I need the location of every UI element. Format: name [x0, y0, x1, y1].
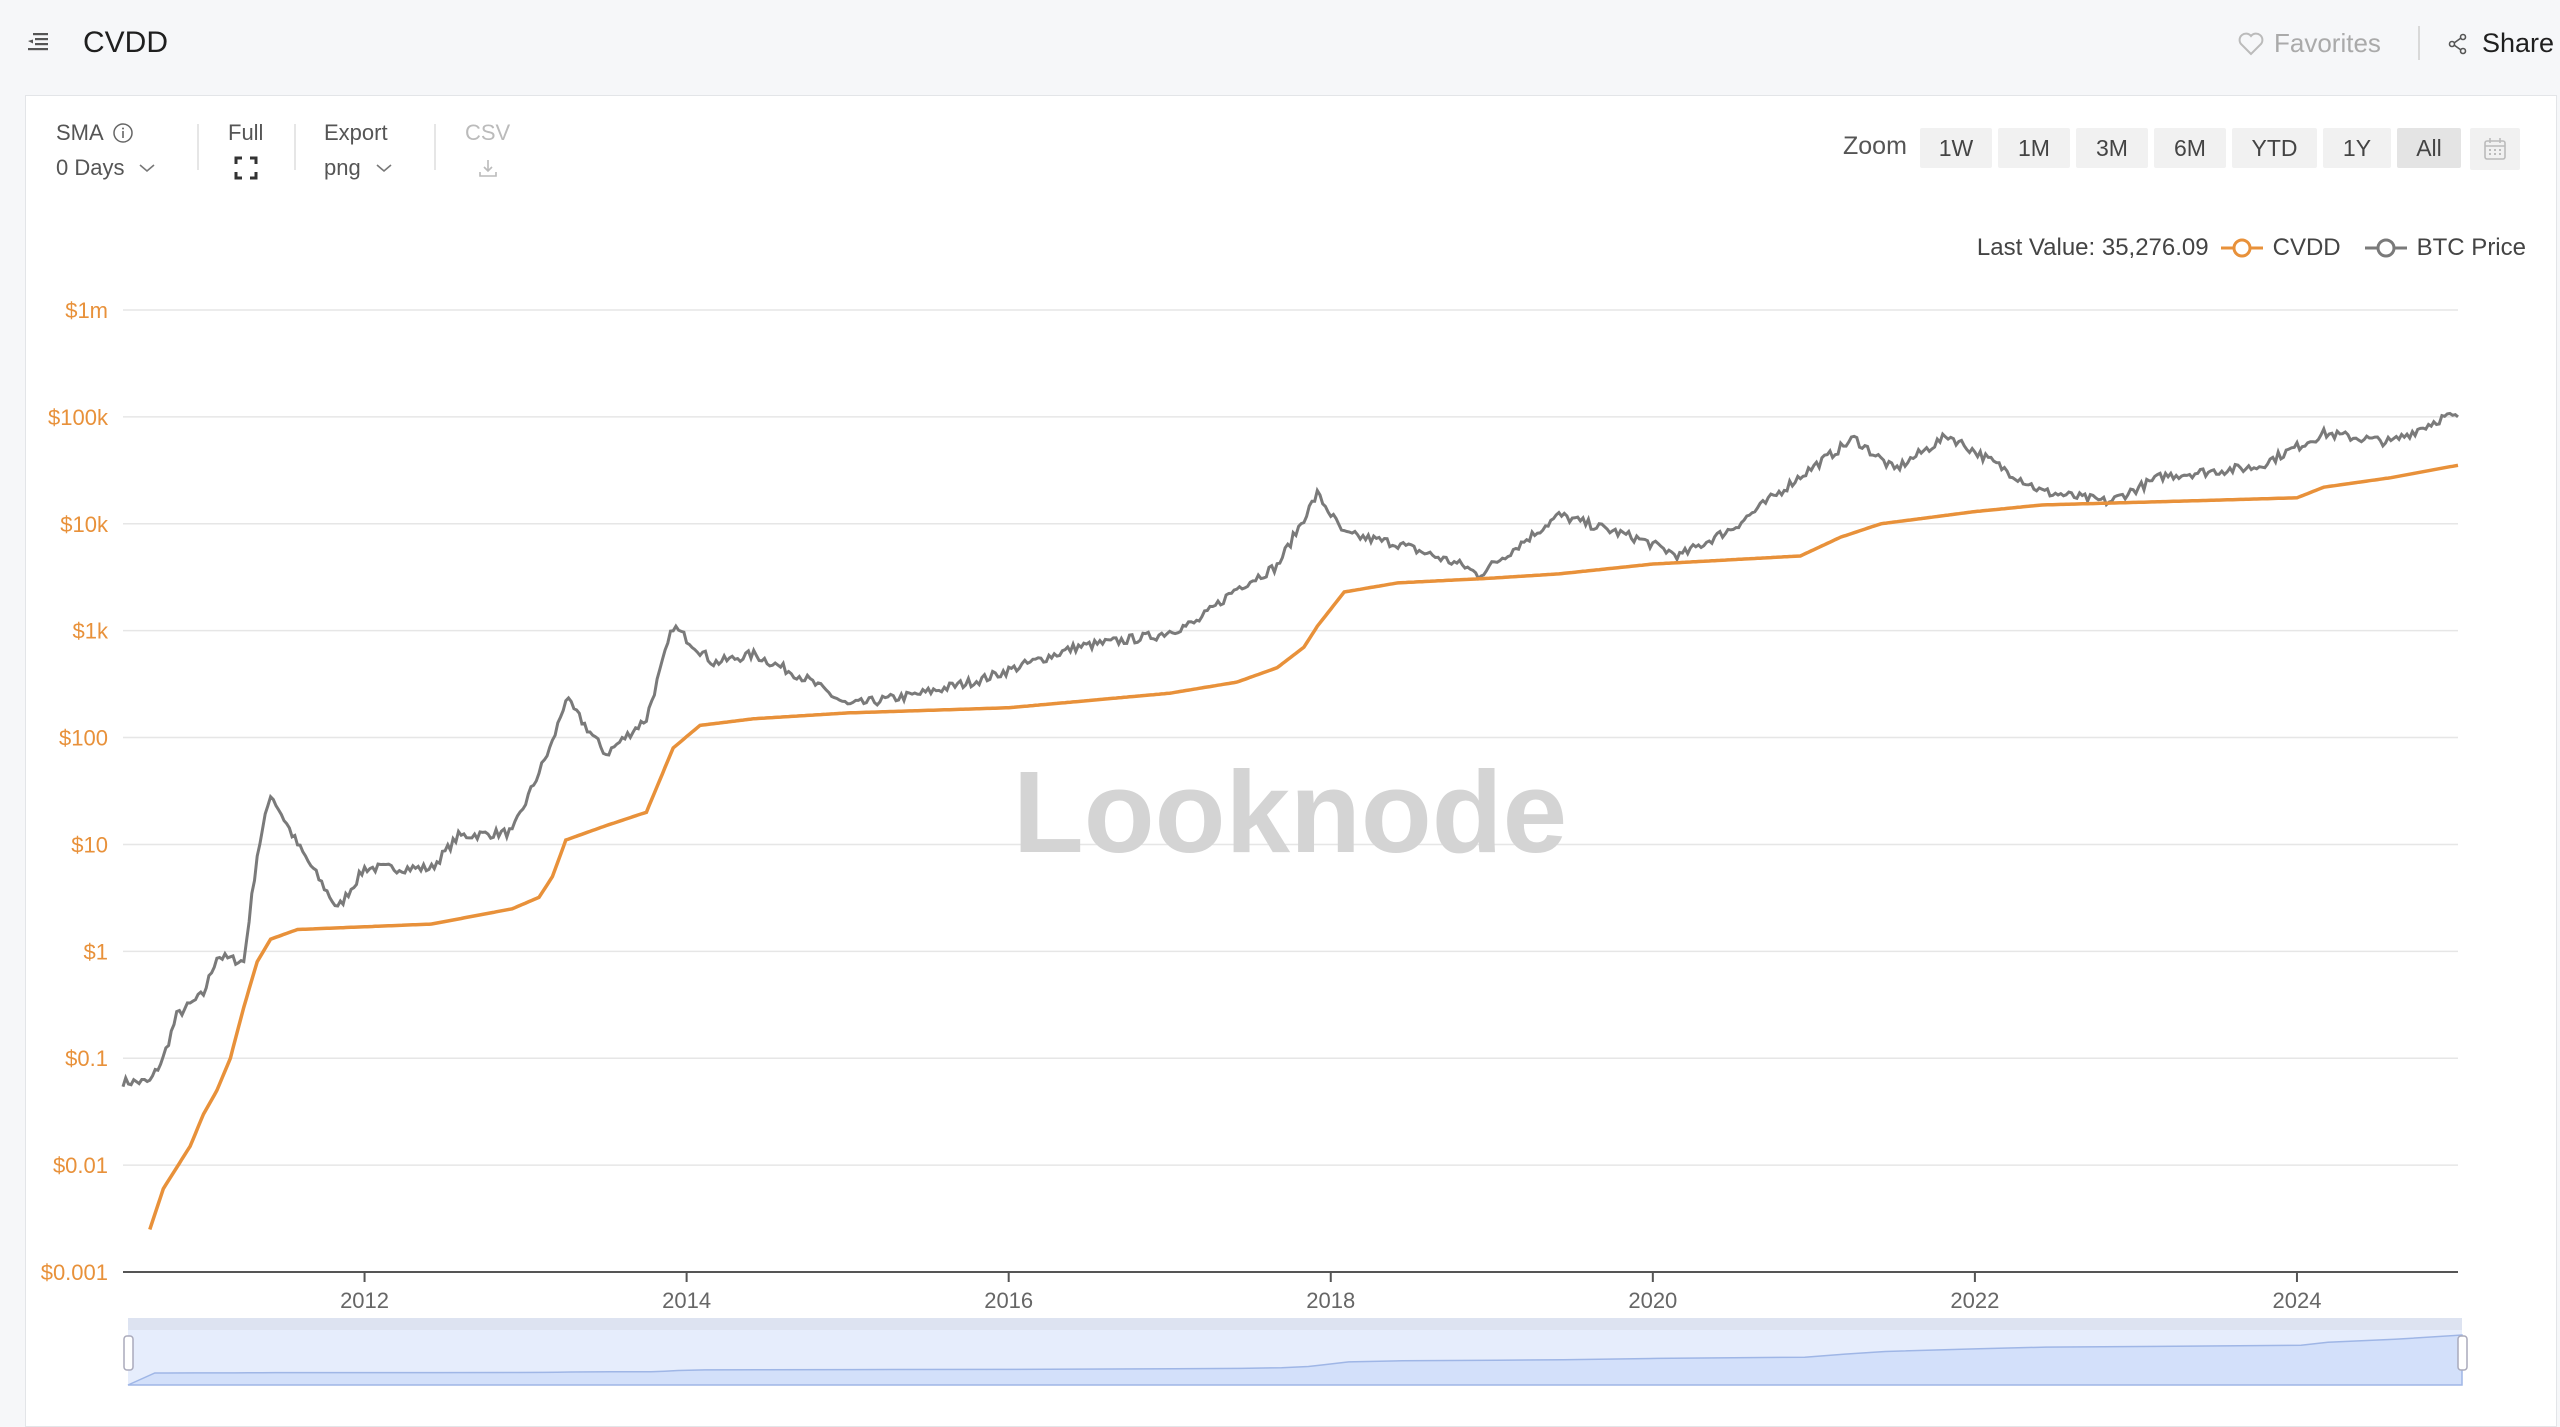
- x-tick-label: 2016: [984, 1288, 1033, 1313]
- x-tick-label: 2018: [1306, 1288, 1355, 1313]
- x-tick-label: 2024: [2272, 1288, 2321, 1313]
- series-line-btc-price[interactable]: [121, 411, 2459, 1088]
- x-tick-label: 2022: [1950, 1288, 1999, 1313]
- y-tick-label: $100k: [48, 405, 109, 430]
- legend-item-cvdd[interactable]: CVDD: [2219, 234, 2341, 262]
- sma-control[interactable]: SMA 0 Days: [56, 118, 156, 186]
- legend-label-btc: BTC Price: [2416, 234, 2526, 261]
- watermark: Looknode: [1013, 747, 1567, 877]
- legend-marker-cvdd: [2220, 238, 2263, 258]
- share-label: Share: [2482, 28, 2555, 58]
- legend-label-cvdd: CVDD: [2272, 234, 2341, 261]
- favorites-label: Favorites: [2274, 28, 2381, 58]
- toolbar-divider: [197, 124, 199, 170]
- last-value: Last Value: 35,276.09: [1976, 234, 2209, 261]
- zoom-1y-button[interactable]: 1Y: [2323, 128, 2391, 168]
- chevron-down-icon: [376, 164, 392, 173]
- share-icon: [2448, 33, 2467, 54]
- zoom-all-button[interactable]: All: [2397, 128, 2461, 168]
- collapse-menu-icon[interactable]: [26, 31, 50, 53]
- chevron-down-icon: [139, 164, 156, 173]
- y-tick-label: $10: [71, 832, 108, 857]
- zoom-6m-button[interactable]: 6M: [2154, 128, 2226, 168]
- chart-card: SMA 0 Days Full Export png CSV Zoom 1W 1…: [25, 95, 2557, 1427]
- y-tick-label: $0.1: [65, 1046, 108, 1071]
- toolbar-divider: [434, 124, 436, 170]
- export-label: Export: [324, 120, 388, 145]
- x-tick-label: 2020: [1628, 1288, 1677, 1313]
- export-control[interactable]: Export png: [324, 118, 393, 186]
- x-tick-label: 2012: [340, 1288, 389, 1313]
- zoom-ytd-button[interactable]: YTD: [2232, 128, 2317, 168]
- csv-label: CSV: [465, 120, 511, 145]
- navigator-handle-left[interactable]: [123, 1335, 134, 1371]
- export-format-select[interactable]: png: [324, 155, 361, 180]
- navigator-handle-right[interactable]: [2457, 1335, 2468, 1371]
- fullscreen-control[interactable]: Full: [228, 118, 263, 186]
- share-button[interactable]: Share: [2448, 28, 2554, 59]
- heart-icon: [2238, 32, 2264, 55]
- navigator-scrollbar[interactable]: [128, 1318, 2462, 1330]
- chart-legend: Last Value: 35,276.09 CVDD BTC Price: [1977, 234, 2526, 262]
- zoom-1m-button[interactable]: 1M: [1998, 128, 2070, 168]
- series-line-cvdd[interactable]: [148, 463, 2459, 1231]
- favorites-button[interactable]: Favorites: [2238, 28, 2381, 59]
- y-tick-label: $1k: [73, 619, 109, 644]
- y-tick-label: $1m: [65, 298, 108, 323]
- x-tick-label: 2014: [662, 1288, 711, 1313]
- page-title: CVDD: [83, 26, 169, 59]
- header-divider: [2418, 26, 2420, 60]
- zoom-3m-button[interactable]: 3M: [2076, 128, 2148, 168]
- date-range-button[interactable]: [2470, 128, 2520, 170]
- zoom-label: Zoom: [1843, 132, 1907, 160]
- y-tick-label: $0.001: [41, 1260, 108, 1285]
- info-icon[interactable]: [112, 122, 134, 144]
- sma-label: SMA: [56, 120, 104, 145]
- legend-marker-btc: [2364, 238, 2407, 258]
- legend-item-btc-price[interactable]: BTC Price: [2363, 234, 2526, 262]
- download-icon[interactable]: [477, 157, 499, 179]
- calendar-icon: [2484, 138, 2506, 160]
- y-tick-label: $10k: [60, 512, 109, 537]
- fullscreen-icon[interactable]: [234, 156, 258, 180]
- zoom-1w-button[interactable]: 1W: [1920, 128, 1992, 168]
- csv-download-control[interactable]: CSV: [465, 118, 510, 186]
- toolbar-divider: [294, 124, 296, 170]
- navigator-series: [127, 1334, 2463, 1386]
- page-header: CVDD Favorites Share: [0, 0, 2560, 95]
- y-tick-label: $1: [84, 939, 108, 964]
- sma-select[interactable]: 0 Days: [56, 155, 125, 180]
- y-tick-label: $100: [59, 726, 108, 751]
- full-label: Full: [228, 120, 264, 145]
- y-tick-label: $0.01: [53, 1153, 108, 1178]
